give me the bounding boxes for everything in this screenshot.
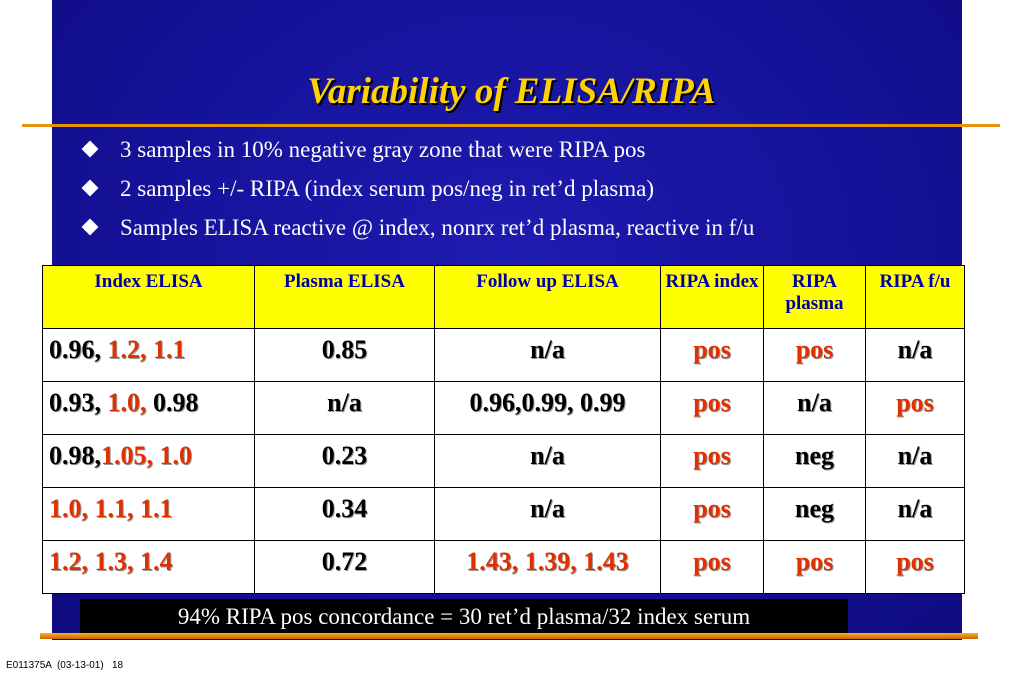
cell-index-elisa: 0.98,1.05, 1.0 [42, 434, 255, 488]
header-index-elisa: Index ELISA [42, 265, 255, 329]
diamond-bullet-icon [81, 179, 99, 197]
cell-value: 1.0, 1.1, 1.1 [49, 494, 173, 523]
cell-value: neg [795, 494, 834, 523]
cell-ripa-fu: n/a [865, 434, 965, 488]
cell-value: 0.96, [49, 335, 108, 364]
cell-value: 0.34 [321, 494, 368, 523]
cell-value: n/a [327, 388, 362, 417]
slide-title: Variability of ELISA/RIPA [307, 71, 716, 112]
cell-follow-up-elisa: 1.43, 1.39, 1.43 [434, 540, 661, 594]
cell-value: 1.43, 1.39, 1.43 [466, 547, 629, 576]
cell-ripa-plasma: n/a [763, 381, 866, 435]
cell-follow-up-elisa: n/a [434, 434, 661, 488]
cell-value: neg [795, 441, 834, 470]
cell-plasma-elisa: 0.72 [254, 540, 435, 594]
cell-value: 0.23 [321, 441, 368, 470]
cell-value: 0.98, [49, 441, 101, 470]
cell-value: 1.0, [107, 388, 153, 417]
cell-value: n/a [897, 494, 933, 523]
bullet-item: Samples ELISA reactive @ index, nonrx re… [80, 214, 754, 253]
cell-value: 1.2, 1.3, 1.4 [49, 547, 173, 576]
cell-ripa-fu: n/a [865, 487, 965, 541]
bullet-text: 2 samples +/- RIPA (index serum pos/neg … [120, 176, 655, 201]
header-ripa-index: RIPA index [660, 265, 764, 329]
bullet-list: 3 samples in 10% negative gray zone that… [80, 136, 754, 253]
cell-ripa-plasma: pos [763, 328, 866, 382]
cell-ripa-fu: pos [865, 540, 965, 594]
cell-follow-up-elisa: 0.96,0.99, 0.99 [434, 381, 661, 435]
cell-value: pos [896, 547, 934, 576]
diamond-bullet-icon [81, 218, 99, 236]
cell-follow-up-elisa: n/a [434, 487, 661, 541]
cell-index-elisa: 0.96, 1.2, 1.1 [42, 328, 255, 382]
cell-value: pos [795, 547, 834, 576]
cell-index-elisa: 1.2, 1.3, 1.4 [42, 540, 255, 594]
cell-ripa-index: pos [660, 540, 764, 594]
diamond-bullet-icon [81, 140, 99, 158]
cell-value: n/a [530, 494, 565, 523]
table-row: 1.2, 1.3, 1.4 0.72 1.43, 1.39, 1.43 pos pos p… [42, 540, 965, 594]
table-header-row: Index ELISA Plasma ELISA Follow up ELISA… [42, 265, 965, 329]
cell-value: 0.96,0.99, 0.99 [469, 388, 626, 417]
cell-ripa-index: pos [660, 487, 764, 541]
bullet-text: Samples ELISA reactive @ index, nonrx re… [120, 215, 755, 240]
cell-index-elisa: 1.0, 1.1, 1.1 [42, 487, 255, 541]
table-body: 0.96, 1.2, 1.1 0.85 n/a pos pos n/a 0.93, 1.0,… [42, 328, 965, 594]
cell-value: pos [693, 388, 731, 417]
cell-index-elisa: 0.93, 1.0, 0.98 [42, 381, 255, 435]
bullet-item: 2 samples +/- RIPA (index serum pos/neg … [80, 175, 754, 214]
cell-value: n/a [897, 335, 933, 364]
cell-value: n/a [530, 335, 565, 364]
cell-plasma-elisa: 0.34 [254, 487, 435, 541]
cell-ripa-plasma: neg [763, 487, 866, 541]
cell-value: 1.2, 1.1 [107, 335, 186, 364]
cell-value: pos [693, 441, 731, 470]
cell-ripa-index: pos [660, 434, 764, 488]
title-divider [22, 124, 1000, 127]
table-row: 1.0, 1.1, 1.1 0.34 n/a pos neg n/a [42, 487, 965, 541]
cell-value: pos [693, 335, 731, 364]
concordance-note: 94% RIPA pos concordance = 30 ret’d plas… [80, 599, 848, 634]
header-follow-up-elisa: Follow up ELISA [434, 265, 661, 329]
cell-value: n/a [530, 441, 565, 470]
cell-ripa-fu: n/a [865, 328, 965, 382]
cell-value: 0.93, [49, 388, 108, 417]
cell-value: pos [896, 388, 934, 417]
cell-ripa-plasma: pos [763, 540, 866, 594]
cell-value: 0.98 [153, 388, 199, 417]
slide-id: E011375A (03-13-01) 18 [6, 660, 124, 671]
bullet-item: 3 samples in 10% negative gray zone that… [80, 136, 754, 175]
cell-value: 0.72 [321, 547, 368, 576]
cell-ripa-plasma: neg [763, 434, 866, 488]
cell-value: pos [795, 335, 834, 364]
cell-value: pos [693, 494, 731, 523]
cell-ripa-index: pos [660, 381, 764, 435]
table-row: 0.98,1.05, 1.0 0.23 n/a pos neg n/a [42, 434, 965, 488]
header-ripa-fu: RIPA f/u [865, 265, 965, 329]
cell-value: 1.05, 1.0 [101, 441, 192, 470]
cell-value: 0.85 [321, 335, 368, 364]
cell-value: n/a [797, 388, 832, 417]
bullet-text: 3 samples in 10% negative gray zone that… [120, 137, 646, 162]
cell-plasma-elisa: 0.85 [254, 328, 435, 382]
cell-plasma-elisa: 0.23 [254, 434, 435, 488]
cell-ripa-index: pos [660, 328, 764, 382]
cell-plasma-elisa: n/a [254, 381, 435, 435]
cell-value: pos [693, 547, 731, 576]
bottom-divider [40, 633, 978, 639]
header-ripa-plasma: RIPA plasma [763, 265, 866, 329]
cell-follow-up-elisa: n/a [434, 328, 661, 382]
header-plasma-elisa: Plasma ELISA [254, 265, 435, 329]
table-row: 0.96, 1.2, 1.1 0.85 n/a pos pos n/a [42, 328, 965, 382]
cell-ripa-fu: pos [865, 381, 965, 435]
table-row: 0.93, 1.0, 0.98 n/a 0.96,0.99, 0.99 pos n/a p… [42, 381, 965, 435]
elisa-ripa-table: Index ELISA Plasma ELISA Follow up ELISA… [42, 265, 965, 594]
cell-value: n/a [897, 441, 933, 470]
